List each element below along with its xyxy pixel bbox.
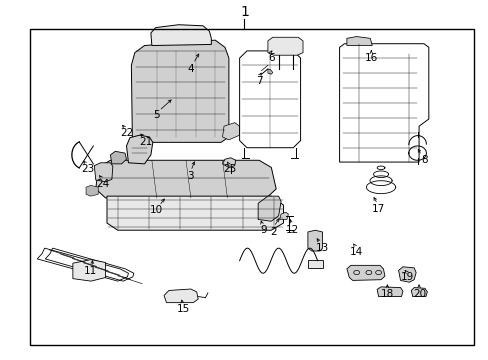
- Text: 2: 2: [270, 227, 277, 237]
- Polygon shape: [410, 288, 427, 297]
- Polygon shape: [376, 287, 402, 297]
- Text: 5: 5: [153, 111, 160, 121]
- Text: 13: 13: [315, 243, 328, 253]
- Text: 8: 8: [421, 155, 427, 165]
- Bar: [307, 260, 322, 268]
- Bar: [30, 30, 473, 345]
- Text: 3: 3: [187, 171, 194, 181]
- Polygon shape: [267, 69, 272, 74]
- Text: 22: 22: [120, 129, 133, 138]
- Polygon shape: [346, 265, 384, 280]
- Polygon shape: [86, 185, 98, 196]
- Text: 4: 4: [187, 64, 194, 74]
- Polygon shape: [222, 123, 239, 140]
- Polygon shape: [267, 37, 303, 55]
- Polygon shape: [131, 40, 228, 142]
- Text: 19: 19: [401, 272, 414, 282]
- Text: 12: 12: [285, 225, 298, 235]
- Text: 21: 21: [139, 138, 152, 147]
- Text: 15: 15: [177, 304, 190, 314]
- Text: 6: 6: [267, 53, 274, 63]
- Polygon shape: [96, 160, 276, 198]
- Polygon shape: [110, 151, 126, 164]
- Text: 23: 23: [81, 164, 94, 174]
- Polygon shape: [346, 37, 371, 45]
- Text: 24: 24: [96, 179, 109, 189]
- Text: 17: 17: [371, 204, 385, 214]
- Text: 18: 18: [380, 289, 393, 299]
- Text: 7: 7: [255, 76, 262, 86]
- Text: 9: 9: [260, 225, 267, 235]
- Text: 11: 11: [84, 266, 97, 276]
- Polygon shape: [222, 158, 235, 167]
- Polygon shape: [398, 267, 415, 282]
- Polygon shape: [151, 25, 211, 45]
- Text: 14: 14: [349, 247, 363, 257]
- Text: 10: 10: [150, 206, 163, 216]
- Text: 20: 20: [413, 289, 426, 299]
- Polygon shape: [94, 163, 113, 182]
- Polygon shape: [126, 135, 153, 164]
- Polygon shape: [163, 289, 198, 303]
- Text: 1: 1: [240, 5, 248, 19]
- Polygon shape: [307, 230, 322, 251]
- Text: 25: 25: [223, 164, 236, 174]
- Polygon shape: [107, 196, 283, 230]
- Polygon shape: [258, 196, 281, 221]
- Text: 16: 16: [364, 53, 377, 63]
- Polygon shape: [73, 260, 105, 281]
- Polygon shape: [279, 212, 288, 220]
